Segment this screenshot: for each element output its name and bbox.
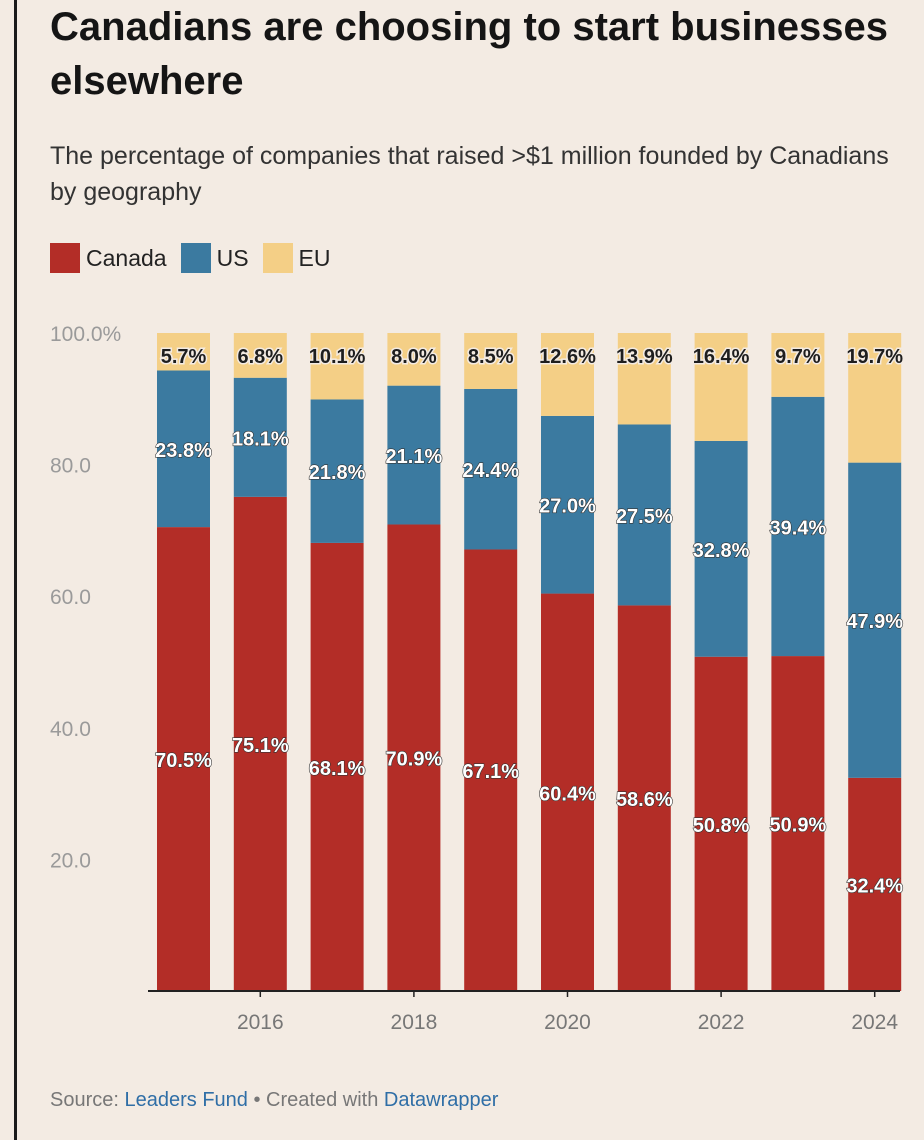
bar-eu xyxy=(848,333,902,463)
legend-item-eu: EU xyxy=(262,243,331,273)
data-label-us: 32.8% xyxy=(693,540,750,562)
x-tick-label: 2018 xyxy=(391,1011,438,1034)
chart-title: Canadians are choosing to start business… xyxy=(50,5,889,103)
bar-canada xyxy=(387,524,441,991)
data-label-canada: 70.5% xyxy=(155,750,212,772)
x-tick-label: 2016 xyxy=(237,1011,284,1034)
data-label-canada: 67.1% xyxy=(462,761,519,783)
x-tick-label: 2020 xyxy=(544,1011,591,1034)
bar-eu xyxy=(464,333,518,389)
bar-canada xyxy=(694,656,748,991)
data-label-canada: 50.9% xyxy=(770,815,827,837)
bar-us xyxy=(541,415,594,594)
bar-eu xyxy=(233,333,287,378)
bar-eu xyxy=(694,333,748,441)
data-label-us: 27.5% xyxy=(616,506,673,528)
source-line: Source: Leaders Fund • Created with Data… xyxy=(50,1089,498,1112)
source-prefix: Source: xyxy=(50,1089,119,1111)
bar-us xyxy=(771,396,825,657)
bar-us xyxy=(157,370,210,528)
data-label-us: 18.1% xyxy=(232,428,289,450)
legend-label-us: US xyxy=(216,244,249,271)
y-tick-label: 20.0 xyxy=(50,849,91,872)
data-label-canada: 60.4% xyxy=(539,783,596,805)
bar-canada xyxy=(541,593,594,991)
bar-canada xyxy=(157,527,210,991)
data-label-eu: 10.1% xyxy=(309,346,366,368)
bar-us xyxy=(694,440,748,657)
bar-canada xyxy=(233,496,287,991)
y-tick-label: 100.0% xyxy=(50,323,121,346)
bar-eu xyxy=(617,333,671,425)
datawrapper-link[interactable]: Datawrapper xyxy=(383,1089,499,1111)
y-tick-label: 80.0 xyxy=(50,455,91,478)
x-tick-label: 2022 xyxy=(698,1011,745,1034)
legend: Canada US EU xyxy=(50,243,344,273)
y-tick-label: 60.0 xyxy=(50,586,91,609)
legend-swatch-us xyxy=(180,243,211,273)
data-label-eu: 12.6% xyxy=(539,346,596,368)
data-label-us: 23.8% xyxy=(155,440,212,462)
left-border xyxy=(14,0,17,1140)
data-label-canada: 75.1% xyxy=(232,735,289,757)
legend-swatch-eu xyxy=(262,243,293,273)
legend-item-us: US xyxy=(180,243,249,273)
data-label-eu: 13.9% xyxy=(616,346,673,368)
bar-us xyxy=(617,424,671,606)
data-label-us: 21.1% xyxy=(386,446,443,468)
data-label-us: 39.4% xyxy=(770,517,827,539)
chart-subtitle: The percentage of companies that raised … xyxy=(50,142,889,206)
source-separator: • Created with xyxy=(247,1089,384,1111)
data-label-us: 21.8% xyxy=(309,462,366,484)
data-label-canada: 50.8% xyxy=(693,815,750,837)
data-label-eu: 9.7% xyxy=(775,346,821,368)
legend-label-canada: Canada xyxy=(86,244,167,271)
legend-label-eu: EU xyxy=(298,244,331,271)
data-label-canada: 32.4% xyxy=(846,875,903,897)
data-label-canada: 58.6% xyxy=(616,789,673,811)
data-label-eu: 8.5% xyxy=(468,346,514,368)
bar-canada xyxy=(617,605,671,991)
legend-swatch-canada xyxy=(50,243,80,273)
bar-eu xyxy=(771,333,825,397)
data-label-eu: 16.4% xyxy=(693,346,750,368)
legend-item-canada: Canada xyxy=(50,243,167,273)
data-label-canada: 70.9% xyxy=(386,749,443,771)
bar-us xyxy=(310,399,364,543)
data-label-us: 24.4% xyxy=(462,460,519,482)
bar-eu xyxy=(157,333,210,371)
stacked-bar-chart: 20.0 40.0 60.0 80.0 100.0% 70.5% 23.8% 5.7% 75.1… xyxy=(50,323,905,1034)
data-label-eu: 5.7% xyxy=(161,346,207,368)
bar-eu xyxy=(387,333,441,386)
data-label-eu: 19.7% xyxy=(846,346,903,368)
y-tick-label: 40.0 xyxy=(50,718,91,741)
bar-canada xyxy=(848,777,902,991)
bar-eu xyxy=(541,333,594,416)
data-label-canada: 68.1% xyxy=(309,758,366,780)
bar-canada xyxy=(771,656,825,991)
bar-canada xyxy=(464,549,518,991)
bar-us xyxy=(464,388,518,550)
bar-canada xyxy=(310,542,364,991)
x-tick-label: 2024 xyxy=(851,1011,898,1034)
bar-eu xyxy=(310,333,364,400)
data-label-eu: 8.0% xyxy=(391,346,437,368)
data-label-us: 47.9% xyxy=(846,611,903,633)
source-link[interactable]: Leaders Fund xyxy=(124,1089,248,1111)
data-label-eu: 6.8% xyxy=(238,346,284,368)
bar-us xyxy=(848,462,902,778)
bar-us xyxy=(233,377,287,497)
bar-us xyxy=(387,385,441,525)
data-label-us: 27.0% xyxy=(539,496,596,518)
